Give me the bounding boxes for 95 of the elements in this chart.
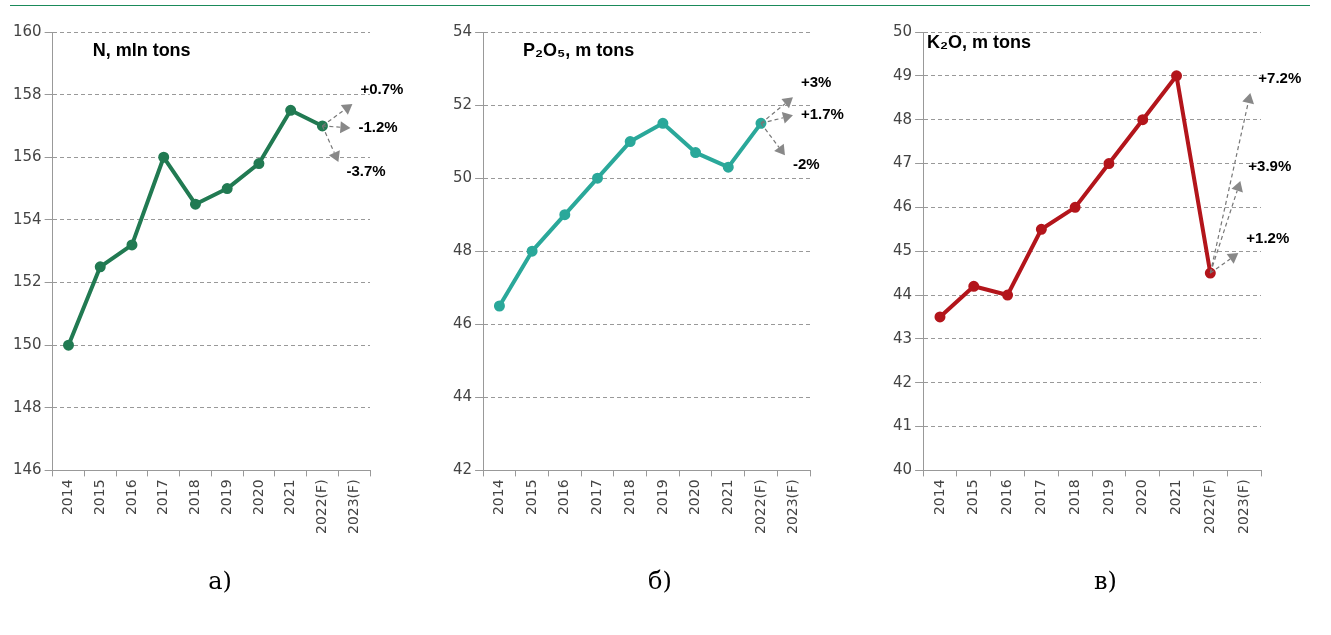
point xyxy=(253,158,265,170)
point xyxy=(1103,158,1115,170)
x-tick-label: 2019 xyxy=(217,479,234,516)
y-tick-label: 46 xyxy=(892,197,913,216)
point xyxy=(968,280,980,292)
y-tick-label: 158 xyxy=(12,84,42,103)
y-tick-label: 154 xyxy=(12,209,42,228)
annotation: -1.2% xyxy=(358,118,398,136)
y-tick-label: 50 xyxy=(452,168,473,187)
point xyxy=(526,245,538,257)
point xyxy=(189,198,201,210)
point xyxy=(934,311,946,323)
x-tick-label: 2022(F) xyxy=(313,479,330,534)
point xyxy=(1069,201,1081,213)
annotation: -3.7% xyxy=(346,162,386,180)
y-tick-label: 48 xyxy=(452,241,473,260)
point xyxy=(158,151,170,163)
x-tick-label: 2017 xyxy=(588,479,605,516)
y-tick-label: 146 xyxy=(12,460,42,479)
x-tick-label: 2023(F) xyxy=(784,479,801,534)
x-tick-label: 2023(F) xyxy=(1234,479,1251,534)
y-tick-label: 46 xyxy=(452,314,473,333)
x-tick-label: 2015 xyxy=(90,479,107,516)
y-tick-label: 152 xyxy=(12,272,42,291)
annotation: +1.7% xyxy=(800,105,844,123)
annotation: -2% xyxy=(792,155,820,173)
x-tick-label: 2018 xyxy=(1065,479,1082,516)
point xyxy=(657,117,669,129)
y-tick-label: 52 xyxy=(452,94,473,113)
x-tick-label: 2014 xyxy=(490,479,507,516)
text: б) xyxy=(647,567,673,595)
y-tick-label: 54 xyxy=(452,21,473,40)
text: а) xyxy=(207,567,233,595)
y-tick-label: 148 xyxy=(12,397,42,416)
x-tick-label: 2015 xyxy=(522,479,539,516)
y-tick-label: 43 xyxy=(892,328,913,347)
y-tick-label: 42 xyxy=(452,460,473,479)
point xyxy=(559,209,571,221)
x-tick-label: 2016 xyxy=(998,479,1015,516)
x-tick-label: 2018 xyxy=(186,479,203,516)
x-tick-label: 2017 xyxy=(1032,479,1048,516)
x-tick-label: 2020 xyxy=(686,479,703,516)
x-tick-label: 2021 xyxy=(1167,479,1184,516)
x-tick-label: 2021 xyxy=(281,479,298,516)
point xyxy=(94,261,106,273)
x-tick-label: 2014 xyxy=(59,479,76,516)
x-tick-label: 2021 xyxy=(718,479,735,516)
point xyxy=(221,183,233,195)
x-tick-label: 2019 xyxy=(1099,479,1116,516)
x-tick-label: 2015 xyxy=(964,479,981,516)
point xyxy=(493,300,505,312)
annotation: +3% xyxy=(800,73,832,91)
y-tick-label: 47 xyxy=(892,153,913,172)
x-tick-label: 2019 xyxy=(653,479,670,516)
point xyxy=(126,239,138,251)
y-tick-label: 40 xyxy=(892,460,913,479)
chart-title: P₂O₅, m tons xyxy=(523,39,635,60)
annotation: +3.9% xyxy=(1248,157,1292,175)
point xyxy=(1171,70,1183,82)
point xyxy=(690,147,702,159)
point xyxy=(1035,223,1047,235)
y-tick-label: 49 xyxy=(892,65,913,84)
y-tick-label: 50 xyxy=(892,21,913,40)
annotation: +1.2% xyxy=(1246,229,1290,247)
point xyxy=(624,136,636,148)
x-tick-label: 2014 xyxy=(930,479,947,516)
y-tick-label: 160 xyxy=(12,21,42,40)
text: в) xyxy=(1093,567,1118,595)
point xyxy=(285,104,297,116)
x-tick-label: 2018 xyxy=(620,479,637,516)
y-tick-label: 156 xyxy=(12,147,42,166)
y-tick-label: 45 xyxy=(892,241,913,260)
chart-title: N, mln tons xyxy=(92,39,191,60)
y-tick-label: 48 xyxy=(892,109,913,128)
annotation: +7.2% xyxy=(1258,69,1302,87)
x-tick-label: 2017 xyxy=(154,479,171,516)
y-tick-label: 150 xyxy=(12,335,42,354)
point xyxy=(592,172,604,184)
y-tick-label: 44 xyxy=(892,284,913,303)
x-tick-label: 2020 xyxy=(1133,479,1150,516)
x-tick-label: 2023(F) xyxy=(344,479,361,534)
point xyxy=(63,339,74,351)
annotation: +0.7% xyxy=(360,80,404,98)
y-tick-label: 41 xyxy=(892,416,913,435)
x-tick-label: 2022(F) xyxy=(1200,479,1217,534)
y-tick-label: 44 xyxy=(452,387,473,406)
point xyxy=(1002,289,1014,301)
x-tick-label: 2016 xyxy=(555,479,572,516)
x-tick-label: 2016 xyxy=(122,479,139,516)
x-tick-label: 2022(F) xyxy=(751,479,768,534)
point xyxy=(1137,114,1149,126)
y-tick-label: 42 xyxy=(892,372,913,391)
point xyxy=(722,161,734,173)
chart-title: K₂O, m tons xyxy=(927,31,1032,52)
x-tick-label: 2020 xyxy=(249,479,266,516)
